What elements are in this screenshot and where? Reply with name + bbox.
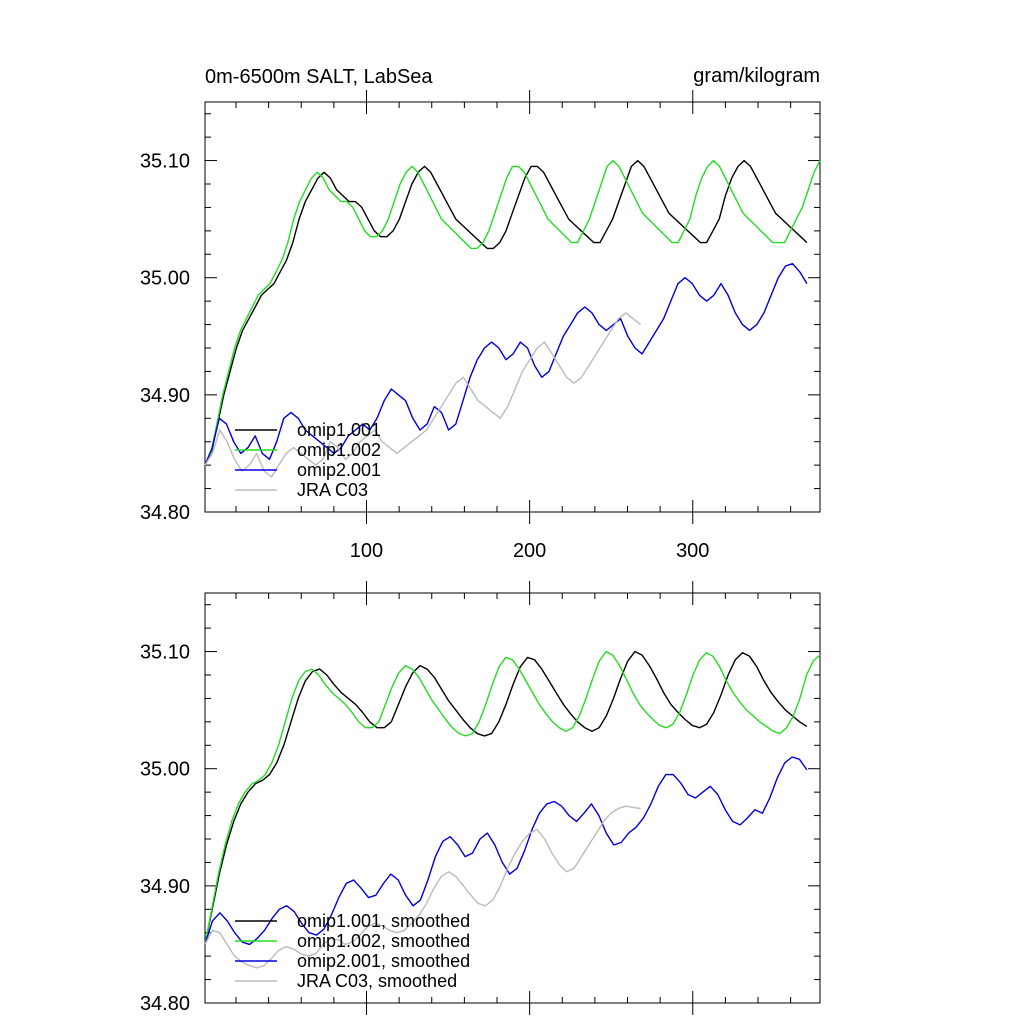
- series-line-omip1-002-smoothed: [204, 650, 821, 945]
- series-line-omip1-002: [204, 159, 821, 466]
- legend-label: omip1.001: [297, 420, 381, 440]
- legend-label: omip1.002: [297, 440, 381, 460]
- plot-frame: [204, 592, 821, 1004]
- series-line-omip1-001-smoothed: [204, 650, 808, 945]
- y-tick-label: 34.90: [140, 385, 190, 407]
- legend-label: omip1.001, smoothed: [297, 911, 470, 931]
- x-tick-label: 300: [676, 540, 709, 562]
- y-tick-label: 34.80: [140, 502, 190, 524]
- series-line-omip2-001-smoothed: [204, 756, 808, 946]
- y-tick-label: 35.10: [140, 642, 190, 664]
- chart-title-left: 0m-6500m SALT, LabSea: [205, 66, 433, 88]
- series-line-omip2-001: [204, 263, 808, 466]
- series-line-jra-c03: [204, 312, 642, 478]
- plot-frame: [204, 101, 821, 513]
- y-tick-label: 34.90: [140, 876, 190, 898]
- x-tick-label: 200: [513, 540, 546, 562]
- legend-label: JRA C03: [297, 480, 368, 500]
- chart-title-right: gram/kilogram: [693, 65, 820, 87]
- y-tick-label: 35.00: [140, 268, 190, 290]
- series-line-jra-c03-smoothed: [204, 805, 641, 969]
- y-tick-label: 34.80: [140, 993, 190, 1015]
- y-tick-label: 35.10: [140, 151, 190, 173]
- legend-label: omip1.002, smoothed: [297, 931, 470, 951]
- series-line-omip1-001: [204, 159, 808, 466]
- legend-label: omip2.001: [297, 460, 381, 480]
- y-tick-label: 35.00: [140, 759, 190, 781]
- x-tick-label: 100: [350, 540, 383, 562]
- legend-label: JRA C03, smoothed: [297, 971, 457, 991]
- legend-label: omip2.001, smoothed: [297, 951, 470, 971]
